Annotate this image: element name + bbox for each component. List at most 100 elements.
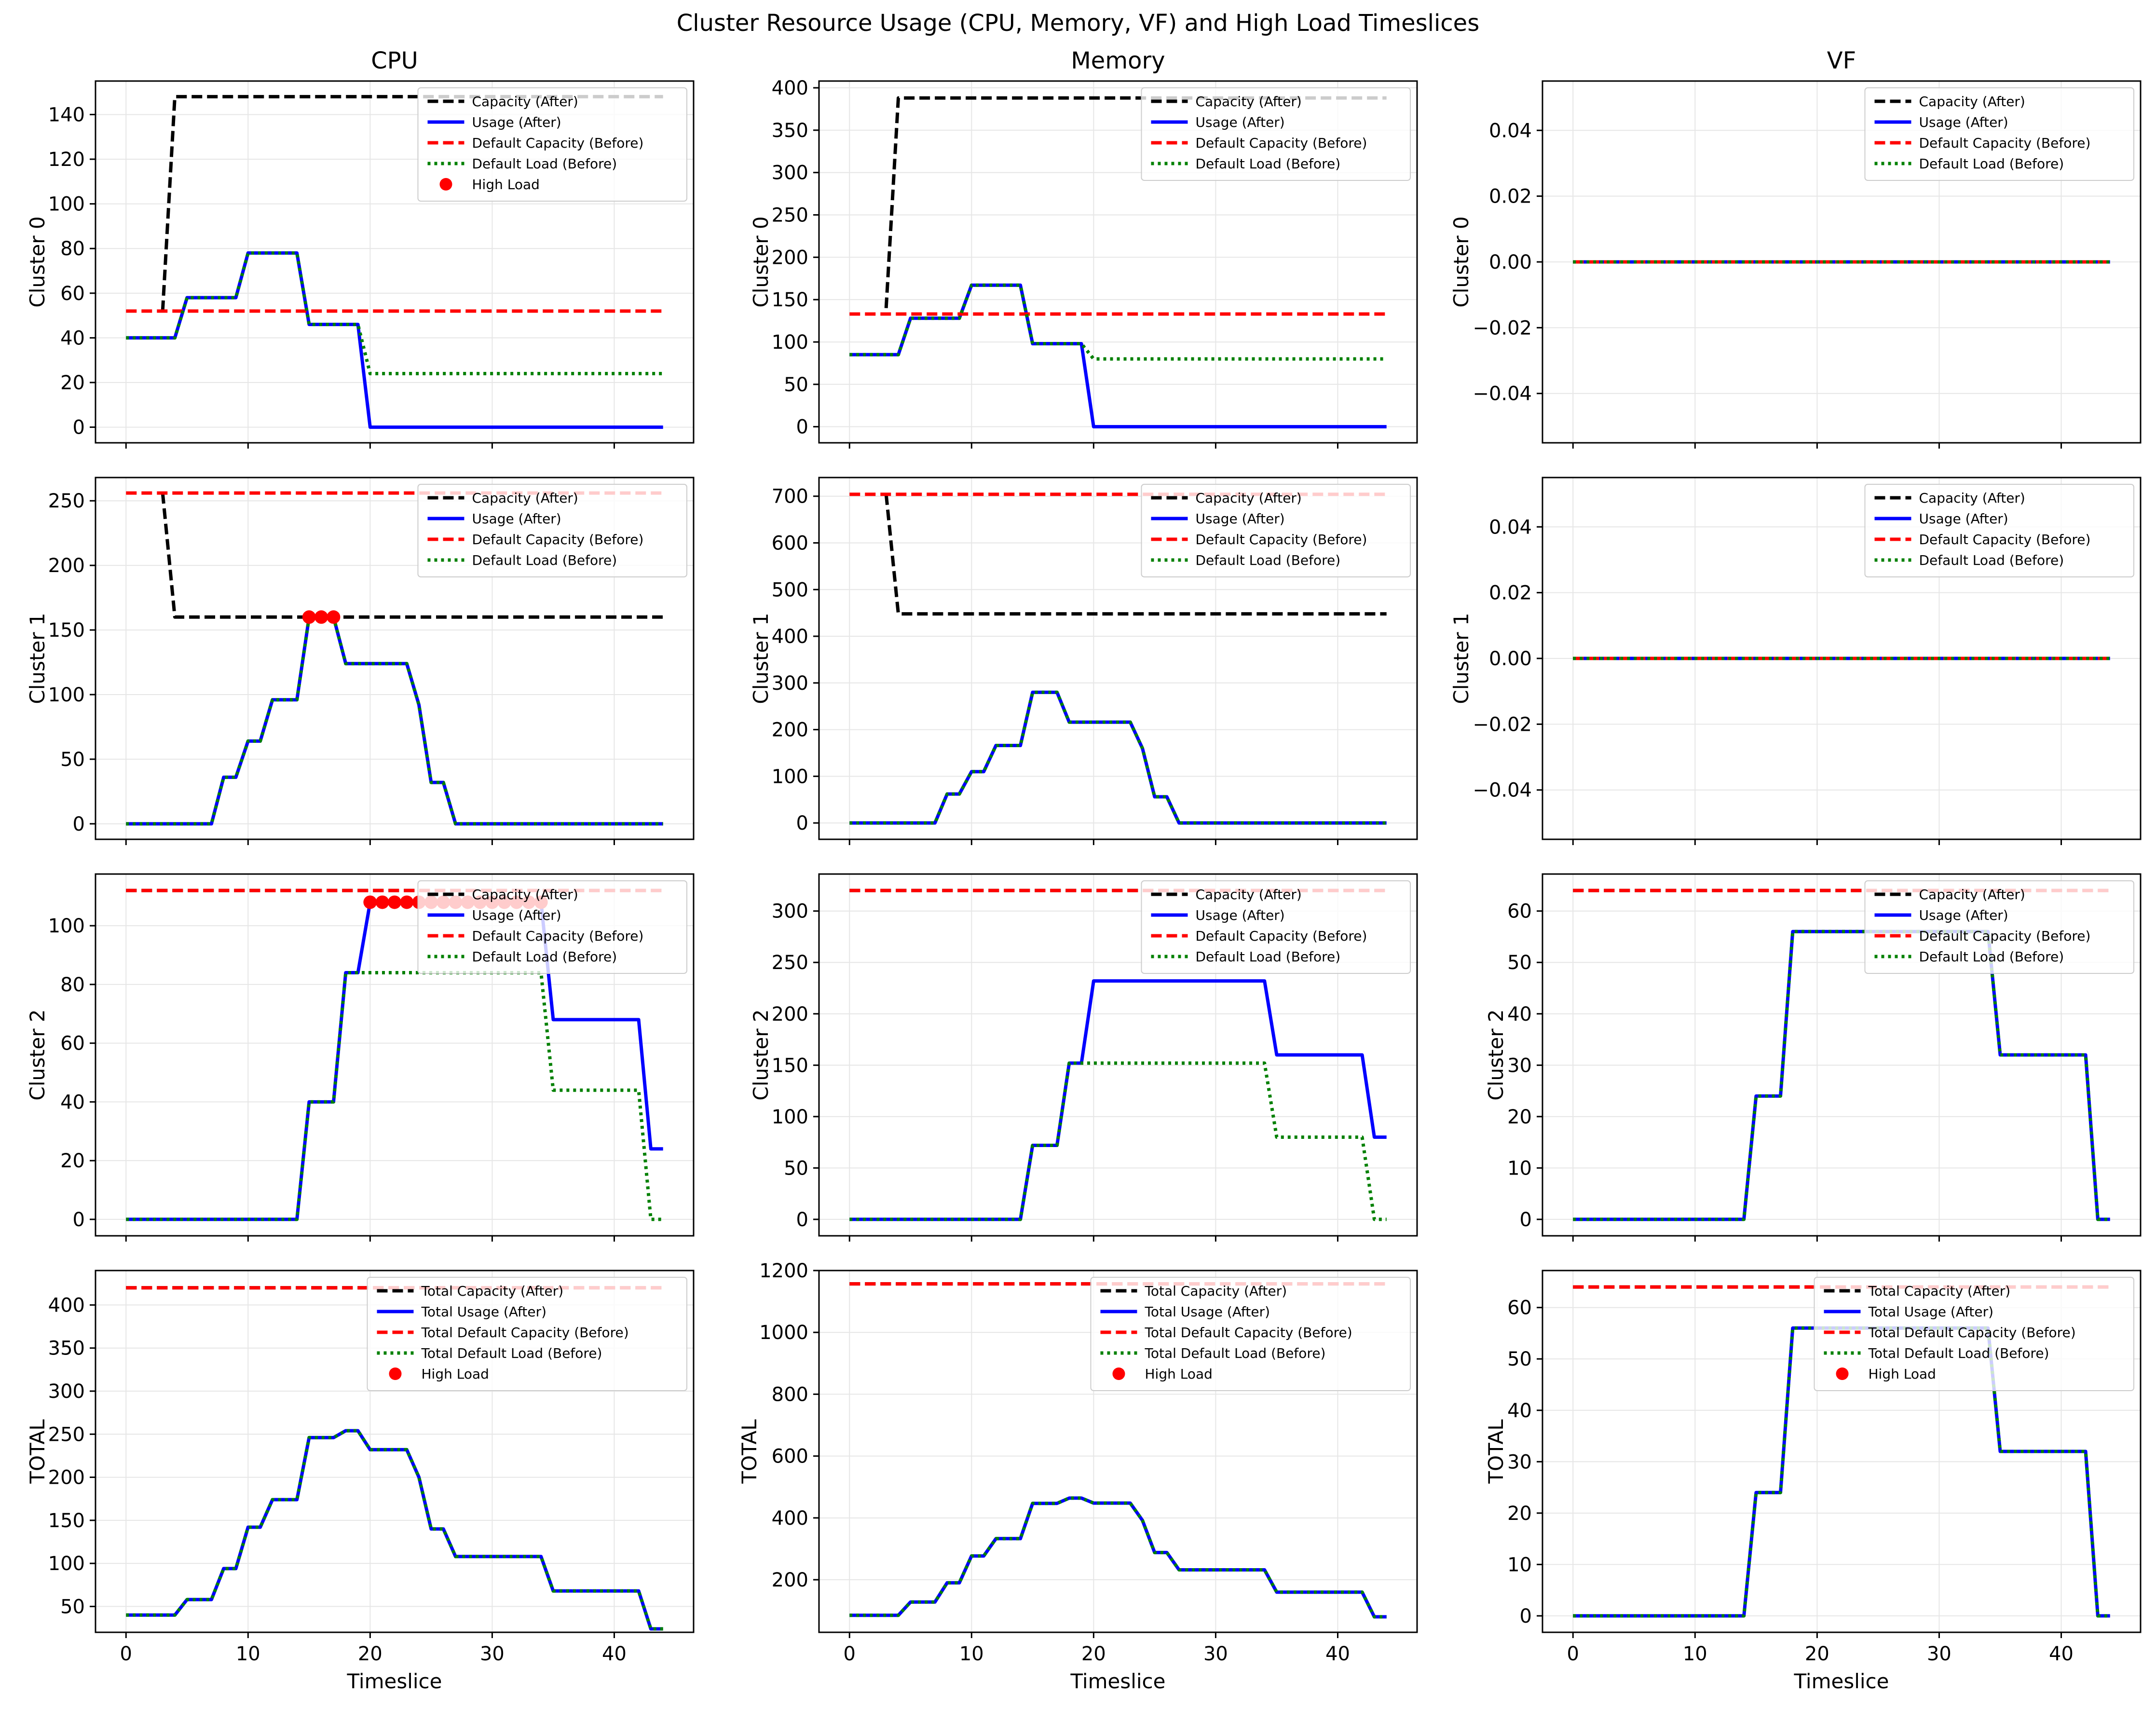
panel-3-0: 0 10 20 30 40 50 100 150 200 250 300 350 400 TOTAL Tim… xyxy=(26,1270,695,1693)
y-tick-label: 60 xyxy=(60,283,85,305)
panel-1-1: 0 100 200 300 400 500 600 700 Cluster 1 Capacity … xyxy=(749,477,1418,845)
y-axis-label: TOTAL xyxy=(737,1419,761,1484)
y-tick-label: 100 xyxy=(48,684,85,706)
x-tick-label: 0 xyxy=(120,1643,132,1665)
y-axis-label: Cluster 0 xyxy=(26,216,49,307)
y-tick-label: 100 xyxy=(772,331,808,354)
legend: Capacity (After) Usage (After) Default Cap… xyxy=(1141,484,1411,577)
series-group xyxy=(1573,889,2110,1221)
legend-label: Default Load (Before) xyxy=(472,552,617,568)
legend-box xyxy=(417,880,687,974)
high-load-marker xyxy=(363,895,377,909)
legend-label: Total Capacity (After) xyxy=(1145,1283,1287,1299)
legend-label: High Load xyxy=(472,177,540,192)
y-tick-label: 0 xyxy=(796,1209,808,1231)
legend-label: Default Capacity (Before) xyxy=(1196,928,1367,944)
y-tick-label: 300 xyxy=(48,1381,85,1403)
y-tick-label: 20 xyxy=(1507,1106,1532,1128)
high-load-marker xyxy=(327,610,341,624)
x-tick-label: 20 xyxy=(1081,1643,1106,1665)
y-axis-label: Cluster 2 xyxy=(26,1009,49,1100)
y-tick-label: 50 xyxy=(60,1596,85,1618)
legend-label: Default Capacity (Before) xyxy=(472,532,644,547)
panel-1-0: 0 50 100 150 200 250 Cluster 1 Capacity (After)… xyxy=(26,477,695,845)
y-tick-label: 700 xyxy=(772,486,808,508)
series-line-default-load-before xyxy=(126,971,663,1221)
axes-frame xyxy=(1542,873,2142,1237)
y-tick-label: 0 xyxy=(73,417,85,439)
y-tick-label: 150 xyxy=(48,619,85,642)
legend-label: Capacity (After) xyxy=(1196,94,1302,109)
legend-label: Total Usage (After) xyxy=(1868,1304,1994,1320)
panel-0-1: 0 50 100 150 200 250 300 350 400 Cluster 0 Capacit… xyxy=(749,77,1418,449)
y-tick-label: 0 xyxy=(1520,1209,1532,1231)
legend-label: Total Default Capacity (Before) xyxy=(1145,1325,1352,1340)
legend: Capacity (After) Usage (After) Default Cap… xyxy=(1141,880,1411,974)
y-axis-label: Cluster 1 xyxy=(1449,613,1473,704)
legend-label: Default Load (Before) xyxy=(1196,949,1341,965)
legend-label: Default Load (Before) xyxy=(1919,552,2064,568)
legend-label: Capacity (After) xyxy=(1919,887,2025,902)
y-tick-label: 400 xyxy=(772,1507,808,1530)
axes-frame xyxy=(818,873,1418,1237)
legend-label: Total Capacity (After) xyxy=(421,1283,564,1299)
y-tick-label: 100 xyxy=(48,915,85,937)
y-tick-label: 200 xyxy=(772,246,808,269)
legend-label: Default Load (Before) xyxy=(1919,156,2064,172)
legend-box xyxy=(367,1277,687,1391)
legend-box xyxy=(1141,87,1411,181)
legend-label: Usage (After) xyxy=(1196,511,1285,527)
axes-frame xyxy=(818,1270,1418,1633)
legend-swatch-high-load xyxy=(1836,1367,1849,1380)
legend-label: Total Capacity (After) xyxy=(1868,1283,2011,1299)
y-tick-label: 0 xyxy=(73,1209,85,1231)
legend-label: High Load xyxy=(422,1366,489,1382)
series-line-default-load-before xyxy=(849,283,1387,361)
x-tick-label: 10 xyxy=(236,1643,260,1665)
y-tick-label: 50 xyxy=(784,374,808,396)
column-title-memory: Memory xyxy=(1071,47,1165,74)
y-tick-label: 100 xyxy=(772,766,808,788)
y-tick-label: −0.02 xyxy=(1473,713,1532,736)
legend-box xyxy=(1864,87,2134,181)
legend: Total Capacity (After) Total Usage (After… xyxy=(367,1277,687,1391)
y-tick-label: 800 xyxy=(772,1383,808,1406)
legend-label: Usage (After) xyxy=(472,114,561,130)
legend-label: Default Capacity (Before) xyxy=(472,928,644,944)
series-line-default-load-before xyxy=(849,1496,1387,1619)
series-line-usage-after xyxy=(126,1429,663,1631)
y-tick-label: 150 xyxy=(48,1510,85,1532)
legend-label: Capacity (After) xyxy=(1919,94,2025,109)
y-tick-label: 0.02 xyxy=(1489,582,1532,604)
series-line-default-load-before xyxy=(126,251,663,375)
y-tick-label: 40 xyxy=(1507,1400,1532,1422)
legend: Capacity (After) Usage (After) Default Cap… xyxy=(417,87,687,202)
legend-label: Usage (After) xyxy=(472,511,561,527)
series-line-capacity-after xyxy=(884,96,1387,308)
y-tick-label: 100 xyxy=(772,1106,808,1128)
y-tick-label: 200 xyxy=(772,719,808,741)
x-axis-label: Timeslice xyxy=(1070,1669,1166,1693)
y-tick-label: 40 xyxy=(1507,1003,1532,1025)
legend-label: Default Load (Before) xyxy=(1196,552,1341,568)
axes-frame xyxy=(818,477,1418,840)
legend-label: Total Default Capacity (Before) xyxy=(1868,1325,2076,1340)
x-tick-label: 20 xyxy=(1805,1643,1829,1665)
y-tick-label: 150 xyxy=(772,289,808,311)
x-tick-label: 30 xyxy=(1203,1643,1228,1665)
axes-frame xyxy=(1542,1270,2142,1633)
legend: Capacity (After) Usage (After) Default Cap… xyxy=(417,880,687,974)
y-tick-label: 500 xyxy=(772,579,808,601)
legend-box xyxy=(1090,1277,1411,1391)
high-load-marker xyxy=(400,895,414,909)
y-tick-label: 80 xyxy=(60,974,85,996)
y-axis-label: Cluster 2 xyxy=(1484,1009,1508,1100)
y-tick-label: 0 xyxy=(796,416,808,438)
x-tick-label: 0 xyxy=(844,1643,856,1665)
panel-0-0: 0 20 40 60 80 100 120 140 Cluster 0 Capacity (Aft… xyxy=(26,80,695,449)
legend-label: Usage (After) xyxy=(1919,114,2008,130)
y-tick-label: 250 xyxy=(772,952,808,974)
y-tick-label: 1000 xyxy=(759,1322,808,1344)
